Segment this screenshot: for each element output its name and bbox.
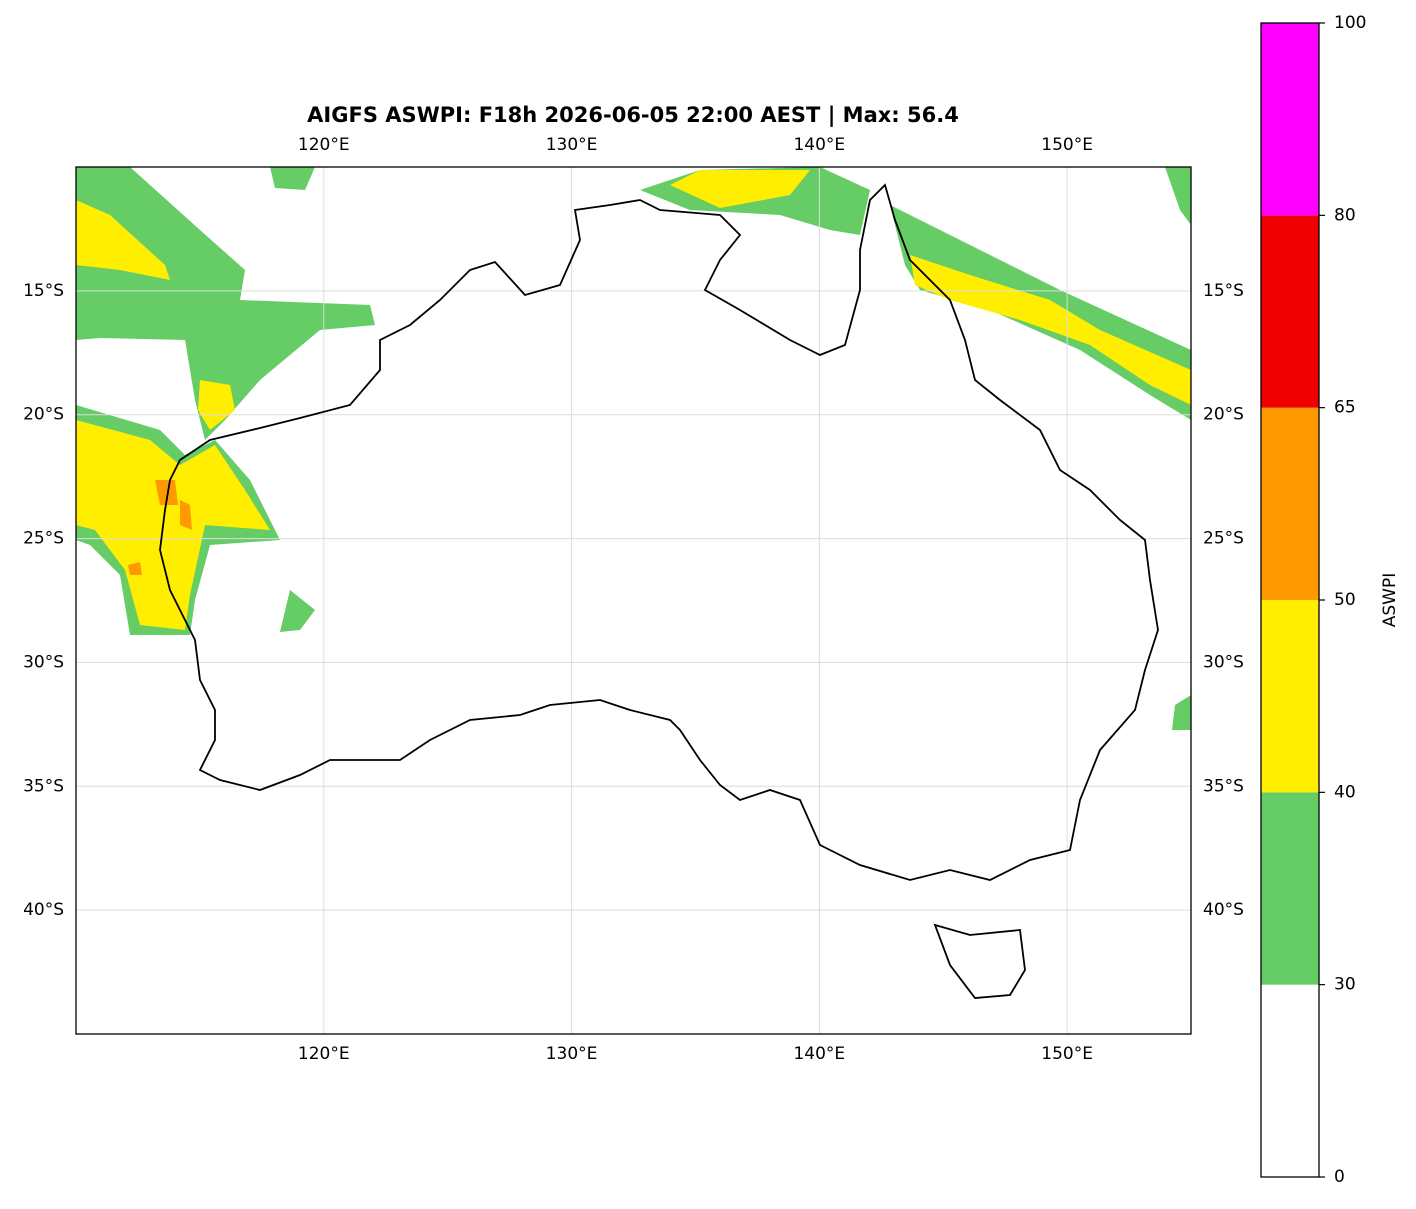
- y-tick-label: 15°S: [1203, 281, 1244, 301]
- y-tick-label: 35°S: [23, 776, 64, 796]
- x-tick-label: 120°E: [298, 135, 350, 155]
- field-shading: [76, 167, 1191, 730]
- shade: [76, 167, 375, 440]
- colorbar-segment: [1261, 792, 1319, 985]
- x-tick-label: 120°E: [298, 1044, 350, 1064]
- y-tick-label: 25°S: [1203, 529, 1244, 549]
- shade: [155, 480, 178, 505]
- y-tick-label: 20°S: [23, 405, 64, 425]
- colorbar-segment: [1261, 984, 1319, 1177]
- y-tick-label: 40°S: [23, 900, 64, 920]
- y-tick-label: 25°S: [23, 529, 64, 549]
- shade: [76, 420, 270, 630]
- x-tick-label: 130°E: [546, 1044, 598, 1064]
- shade: [180, 500, 192, 530]
- y-tick-label: 35°S: [1203, 776, 1244, 796]
- shade: [670, 170, 810, 208]
- x-tick-label: 140°E: [793, 1044, 845, 1064]
- colorbar-tick-label: 30: [1334, 975, 1356, 995]
- y-tick-label: 30°S: [23, 652, 64, 672]
- y-tick-label: 30°S: [1203, 652, 1244, 672]
- colorbar-tick-label: 0: [1334, 1167, 1345, 1187]
- colorbar-tick-label: 80: [1334, 205, 1356, 225]
- colorbar-tick-label: 50: [1334, 590, 1356, 610]
- y-tick-label: 20°S: [1203, 405, 1244, 425]
- y-tick-label: 15°S: [23, 281, 64, 301]
- x-tick-label: 150°E: [1041, 1044, 1093, 1064]
- colorbar-tick-label: 40: [1334, 782, 1356, 802]
- map-title: AIGFS ASWPI: F18h 2026-06-05 22:00 AEST …: [307, 103, 959, 128]
- colorbar-segment: [1261, 600, 1319, 793]
- shade: [1172, 695, 1191, 730]
- colorbar-label: ASWPI: [1380, 573, 1400, 628]
- shade: [280, 590, 315, 632]
- colorbar-tick-label: 65: [1334, 398, 1356, 418]
- shade: [910, 255, 1191, 405]
- tasmania: [933, 923, 1026, 999]
- colorbar-tick-label: 100: [1334, 13, 1366, 33]
- colorbar-segment: [1261, 23, 1319, 216]
- shade: [128, 562, 142, 575]
- coastline: [159, 183, 1159, 881]
- shade: [76, 200, 170, 280]
- shade: [270, 167, 315, 190]
- shade: [198, 380, 235, 430]
- shade: [1165, 167, 1191, 225]
- x-tick-label: 140°E: [793, 135, 845, 155]
- map-frame: [75, 166, 1192, 1035]
- x-tick-label: 150°E: [1041, 135, 1093, 155]
- colorbar-segment: [1261, 215, 1319, 408]
- colorbar-segment: [1261, 407, 1319, 600]
- x-tick-label: 130°E: [546, 135, 598, 155]
- y-tick-label: 40°S: [1203, 900, 1244, 920]
